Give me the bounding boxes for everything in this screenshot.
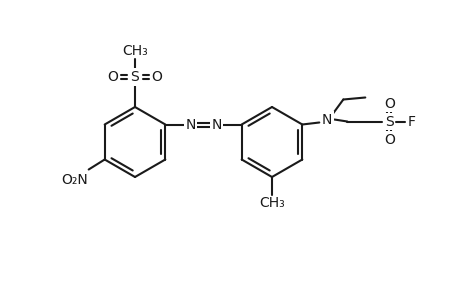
Text: N: N <box>211 118 221 131</box>
Text: O: O <box>383 97 394 110</box>
Text: CH₃: CH₃ <box>258 196 284 210</box>
Text: O₂N: O₂N <box>61 172 88 187</box>
Text: O: O <box>107 70 118 84</box>
Text: N: N <box>185 118 195 131</box>
Text: S: S <box>384 115 393 128</box>
Text: S: S <box>130 70 139 84</box>
Text: F: F <box>406 115 414 128</box>
Text: O: O <box>383 133 394 146</box>
Text: CH₃: CH₃ <box>122 44 147 58</box>
Text: N: N <box>321 112 332 127</box>
Text: O: O <box>151 70 162 84</box>
